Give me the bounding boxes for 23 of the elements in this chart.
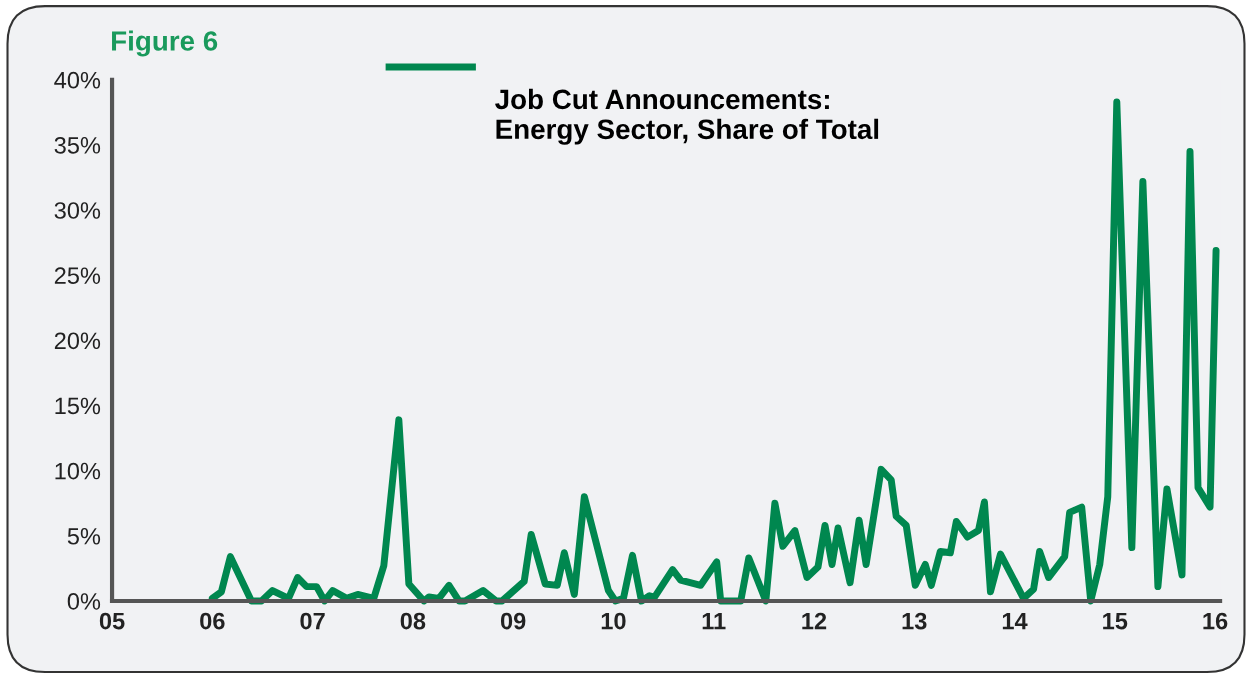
- x-tick-label: 13: [902, 612, 927, 630]
- y-tick-label: 40%: [54, 71, 101, 89]
- x-tick-label: 11: [702, 612, 726, 630]
- x-tick-label: 16: [1203, 612, 1228, 630]
- x-tick-label: 10: [601, 612, 626, 630]
- text: Job Cut Announcements: Energy Sector, Share of Total: [495, 88, 879, 145]
- y-tick-label: 0%: [67, 593, 101, 610]
- y-tick-label: 25%: [54, 267, 101, 284]
- y-tick-label: 10%: [55, 462, 101, 480]
- y-tick-label: 5%: [67, 527, 101, 545]
- x-tick-label: 05: [99, 612, 125, 630]
- x-tick-label: 07: [300, 612, 325, 630]
- y-tick-label: 30%: [54, 202, 101, 219]
- x-tick-label: 15: [1103, 612, 1128, 630]
- x-tick-label: 12: [802, 612, 827, 630]
- x-tick-label: 09: [500, 612, 526, 630]
- y-tick-label: 15%: [55, 397, 101, 415]
- x-tick-label: 08: [400, 612, 426, 630]
- x-tick-label: 14: [1002, 612, 1028, 630]
- y-tick-label: 35%: [54, 136, 101, 154]
- x-tick-label: 06: [200, 612, 225, 630]
- chart-title: Figure 6: [112, 30, 218, 57]
- y-tick-label: 20%: [54, 332, 101, 350]
